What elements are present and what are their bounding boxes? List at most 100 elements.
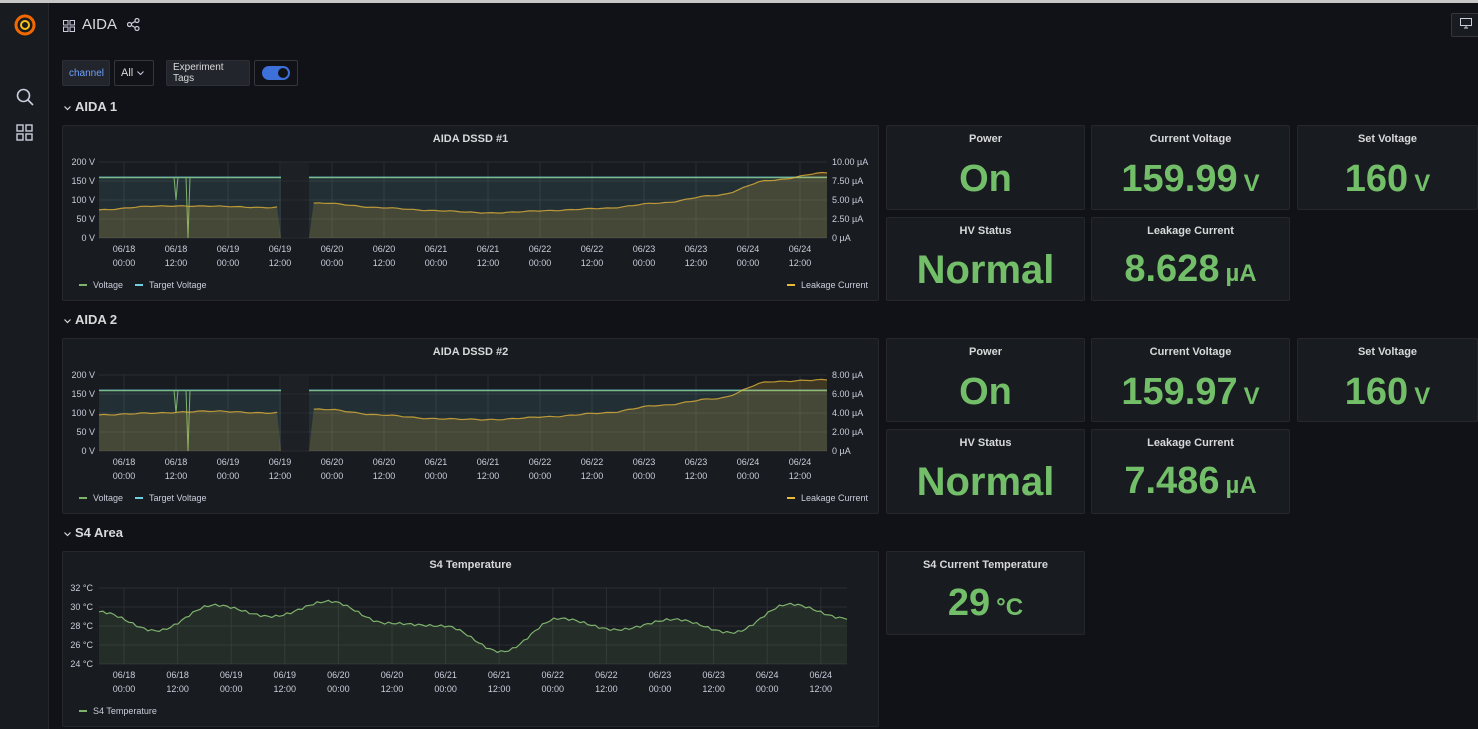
panel-hv-status-2[interactable]: HV Status Normal (886, 429, 1085, 514)
x-tick-label: 00:00 (737, 258, 760, 268)
leakage-area (309, 379, 827, 451)
panel-s4-temperature[interactable]: S4 Temperature 06/18 00:00 06/18 12:00 06/19… (62, 551, 879, 727)
no-data-gap (281, 375, 309, 451)
x-tick-label: 06/23 (685, 244, 708, 254)
x-tick-label: 00:00 (756, 684, 779, 694)
x-tick-label: 00:00 (737, 471, 760, 481)
row-title: AIDA 1 (75, 99, 118, 114)
grafana-logo-icon[interactable] (11, 11, 39, 39)
x-tick-label: 12:00 (166, 684, 189, 694)
y-left-tick-label: 100 V (71, 195, 95, 205)
dashboard-title[interactable]: AIDA (82, 16, 118, 33)
x-tick-label: 06/24 (789, 244, 812, 254)
y-tick-label: 28 °C (70, 621, 93, 631)
hv-status-value: Normal (916, 460, 1055, 504)
legend-label-leakage: Leakage Current (801, 280, 869, 290)
x-tick-label: 12:00 (381, 684, 404, 694)
power-value: On (959, 158, 1012, 200)
panel-title: Set Voltage (1357, 346, 1418, 358)
x-tick-label: 00:00 (217, 471, 240, 481)
temperature-area (99, 600, 847, 664)
no-data-gap (281, 162, 309, 238)
row-title: S4 Area (75, 525, 123, 540)
experiment-tags-toggle[interactable] (254, 60, 298, 86)
x-tick-label: 12:00 (274, 684, 297, 694)
x-tick-label: 00:00 (425, 258, 448, 268)
x-tick-label: 12:00 (789, 471, 812, 481)
y-tick-label: 26 °C (70, 640, 93, 650)
temperature-value: 29 °C (947, 582, 1024, 624)
panel-set-voltage-2[interactable]: Set Voltage 160 V (1297, 338, 1478, 422)
x-tick-label: 00:00 (425, 471, 448, 481)
x-tick-label: 00:00 (649, 684, 672, 694)
share-icon[interactable] (126, 17, 140, 36)
x-tick-label: 06/20 (373, 457, 396, 467)
leakage-line (98, 205, 278, 211)
panel-power-2[interactable]: Power On (886, 338, 1085, 422)
x-tick-label: 06/18 (165, 457, 188, 467)
panel-dssd2[interactable]: AIDA DSSD #2 200 V 150 V 100 V 50 V 0 V 8.00 … (62, 338, 879, 514)
experiment-tags-label: Experiment Tags (166, 60, 250, 86)
row-title: AIDA 2 (75, 312, 118, 327)
leakage-area (309, 172, 827, 238)
tv-mode-button[interactable] (1451, 13, 1478, 37)
row-aida2-header[interactable]: AIDA 2 (64, 312, 117, 327)
panel-set-voltage-1[interactable]: Set Voltage 160 V (1297, 125, 1478, 210)
y-right-tick-label: 2.50 µA (832, 214, 863, 224)
leakage-line (98, 410, 278, 416)
panel-title: HV Status (959, 437, 1012, 449)
dssd1-chart: 200 V 150 V 100 V 50 V 0 V 10.00 µA 7.50 µA 5.0… (71, 157, 869, 290)
panel-title: AIDA DSSD #1 (432, 133, 509, 145)
x-tick-label: 06/24 (737, 244, 760, 254)
panel-leakage-1[interactable]: Leakage Current 8.628 µA (1091, 217, 1290, 301)
monitor-icon (1460, 16, 1472, 34)
dashboards-icon[interactable] (11, 119, 39, 147)
panel-leakage-2[interactable]: Leakage Current 7.486 µA (1091, 429, 1290, 514)
x-tick-label: 12:00 (581, 471, 604, 481)
y-left-tick-label: 100 V (71, 408, 95, 418)
panel-s4-current-temp[interactable]: S4 Current Temperature 29 °C (886, 551, 1085, 635)
x-tick-label: 06/21 (488, 670, 511, 680)
panel-current-voltage-2[interactable]: Current Voltage 159.97 V (1091, 338, 1290, 422)
x-tick-label: 12:00 (165, 471, 188, 481)
panel-title: Leakage Current (1147, 437, 1234, 449)
x-tick-label: 12:00 (685, 258, 708, 268)
side-menu (0, 3, 49, 729)
x-tick-label: 06/23 (649, 670, 672, 680)
y-tick-label: 30 °C (70, 602, 93, 612)
leakage-line (313, 378, 828, 421)
leakage-area (99, 410, 281, 451)
dssd2-chart: 200 V 150 V 100 V 50 V 0 V 8.00 µA 6.00 µA 4.00… (71, 370, 868, 503)
x-tick-label: 06/19 (220, 670, 243, 680)
x-tick-label: 06/21 (425, 457, 448, 467)
legend-label-temperature: S4 Temperature (93, 706, 157, 716)
panel-power-1[interactable]: Power On (886, 125, 1085, 210)
toggle-switch[interactable] (262, 66, 290, 80)
leakage-area (99, 205, 281, 238)
leakage-value: 7.486 µA (1124, 460, 1257, 502)
set-voltage-value: 160 V (1344, 158, 1431, 200)
panel-hv-status-1[interactable]: HV Status Normal (886, 217, 1085, 301)
target-voltage-area (309, 390, 827, 451)
y-left-tick-label: 50 V (76, 214, 95, 224)
panel-title: S4 Current Temperature (922, 559, 1049, 571)
x-tick-label: 06/24 (810, 670, 833, 680)
row-s4-header[interactable]: S4 Area (64, 525, 123, 540)
y-left-tick-label: 200 V (71, 157, 95, 167)
x-tick-label: 06/19 (274, 670, 297, 680)
y-right-tick-label: 5.00 µA (832, 195, 863, 205)
x-tick-label: 06/23 (633, 457, 656, 467)
panel-title: Leakage Current (1147, 225, 1234, 237)
voltage-dip (173, 177, 179, 201)
x-tick-label: 00:00 (633, 258, 656, 268)
panel-current-voltage-1[interactable]: Current Voltage 159.99 V (1091, 125, 1290, 210)
y-right-tick-label: 0 µA (832, 233, 851, 243)
search-icon[interactable] (11, 83, 39, 111)
x-tick-label: 06/20 (327, 670, 350, 680)
x-tick-label: 06/21 (477, 457, 500, 467)
row-aida1-header[interactable]: AIDA 1 (64, 99, 117, 114)
panel-dssd1[interactable]: AIDA DSSD #1 200 V 150 V 100 V 50 V 0 V 10.00… (62, 125, 879, 301)
x-tick-label: 12:00 (488, 684, 511, 694)
channel-variable-select[interactable]: All (114, 60, 154, 86)
x-tick-label: 06/22 (581, 244, 604, 254)
